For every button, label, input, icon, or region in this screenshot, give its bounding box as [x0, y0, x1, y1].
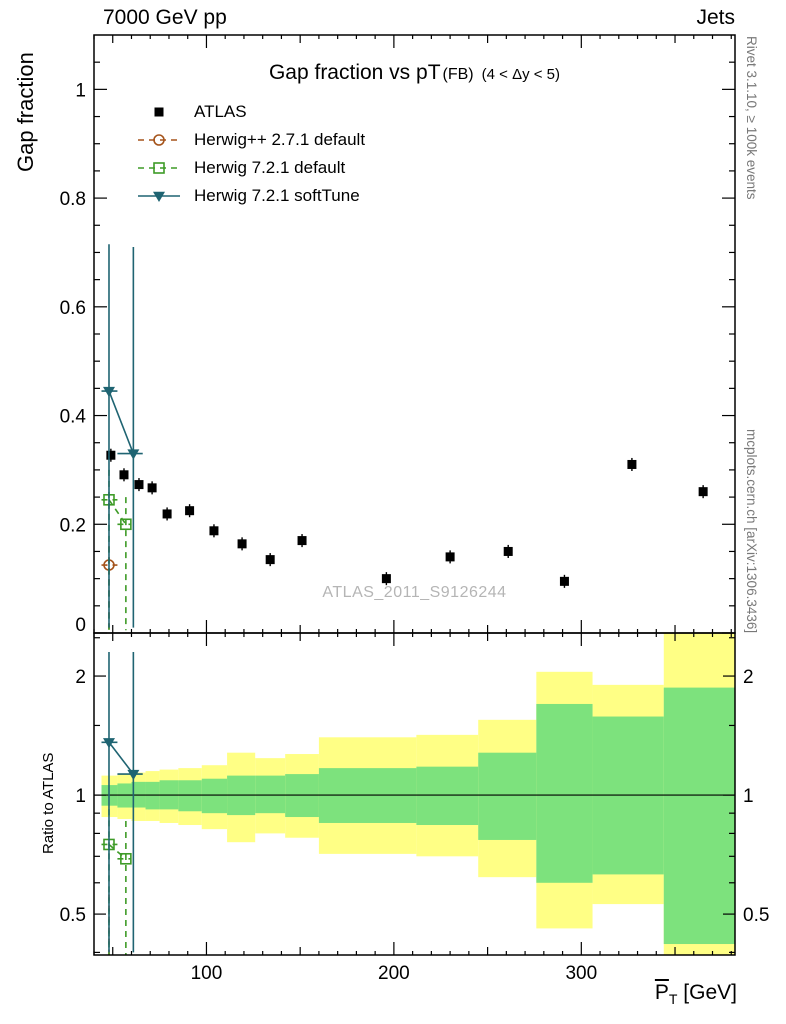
svg-text:0.6: 0.6	[60, 298, 86, 319]
svg-text:0: 0	[75, 615, 86, 636]
svg-text:1: 1	[75, 80, 86, 101]
legend-item-herwig-2-7-1-default: Herwig++ 2.7.1 default	[136, 129, 365, 151]
legend-item-herwig-7-2-1-default: Herwig 7.2.1 default	[136, 157, 365, 179]
x-axis-title-subscript: T	[668, 991, 678, 1008]
svg-text:100: 100	[191, 963, 223, 984]
plot-title-cut: (4 < Δy < 5)	[481, 66, 561, 83]
legend-label: ATLAS	[194, 102, 247, 121]
svg-text:2: 2	[743, 667, 754, 688]
axis-tick-labels: 0 0.2 0.4 0.6 0.8 1 0.5 0.5 1 1 2 2 100 200 300	[60, 80, 770, 984]
rivet-version-note: Rivet 3.1.10, ≥ 100k events	[744, 36, 759, 200]
x-axis-title: PT [GeV]	[655, 981, 737, 1007]
series-atlas	[106, 448, 708, 588]
mcplots-citation-note: mcplots.cern.ch [arXiv:1306.3436]	[744, 428, 759, 633]
series-herwig-7-2-1-default-ratio	[101, 809, 132, 955]
svg-text:2: 2	[75, 667, 86, 688]
legend-label: Herwig 7.2.1 default	[194, 158, 346, 177]
ratio-panel-border	[93, 632, 736, 956]
plot-title: Gap fraction vs pT (FB) (4 < Δy < 5)	[94, 61, 735, 85]
legend-marker-herwig-7-2-1-default-icon	[138, 162, 180, 174]
series-herwig-7-2-1-softtune	[101, 244, 143, 628]
legend-marker-herwig-7-2-1-softtune-icon	[138, 191, 180, 202]
svg-text:0.5: 0.5	[743, 905, 769, 926]
legend-marker-atlas-icon	[154, 107, 164, 117]
y-axis-title-ratio: Ratio to ATLAS	[40, 752, 57, 854]
legend-label: Herwig++ 2.7.1 default	[194, 130, 366, 149]
x-axis-title-base: P	[654, 981, 669, 1004]
plot-title-tag: (FB)	[442, 66, 474, 83]
svg-text:0.2: 0.2	[60, 515, 86, 536]
header-beam-energy: 7000 GeV pp	[103, 6, 227, 29]
legend-label: Herwig 7.2.1 softTune	[194, 186, 360, 205]
ratio-uncertainty-bands	[101, 633, 735, 955]
series-herwig-7-2-1-default	[101, 469, 132, 631]
legend: ATLAS Herwig++ 2.7.1 default Herwig 7.2.1 …	[136, 101, 365, 207]
svg-text:1: 1	[75, 786, 86, 807]
legend-item-herwig-7-2-1-softtune: Herwig 7.2.1 softTune	[136, 185, 365, 207]
watermark-analysis-id: ATLAS_2011_S9126244	[322, 584, 507, 601]
plot-title-main: Gap fraction vs pT	[268, 61, 441, 84]
legend-marker-herwig-2-7-1-default-icon	[138, 134, 180, 146]
svg-text:0.8: 0.8	[60, 189, 86, 210]
svg-text:0.4: 0.4	[60, 407, 87, 428]
y-axis-title-gap-fraction: Gap fraction	[13, 52, 38, 172]
series-herwig-7-2-1-softtune-ratio	[101, 652, 143, 953]
svg-text:300: 300	[565, 963, 597, 984]
x-axis-title-unit: [GeV]	[677, 981, 737, 1004]
legend-item-atlas: ATLAS	[136, 101, 365, 123]
header-process: Jets	[696, 6, 735, 29]
svg-text:200: 200	[378, 963, 410, 984]
svg-text:0.5: 0.5	[60, 905, 86, 926]
svg-text:1: 1	[743, 786, 754, 807]
